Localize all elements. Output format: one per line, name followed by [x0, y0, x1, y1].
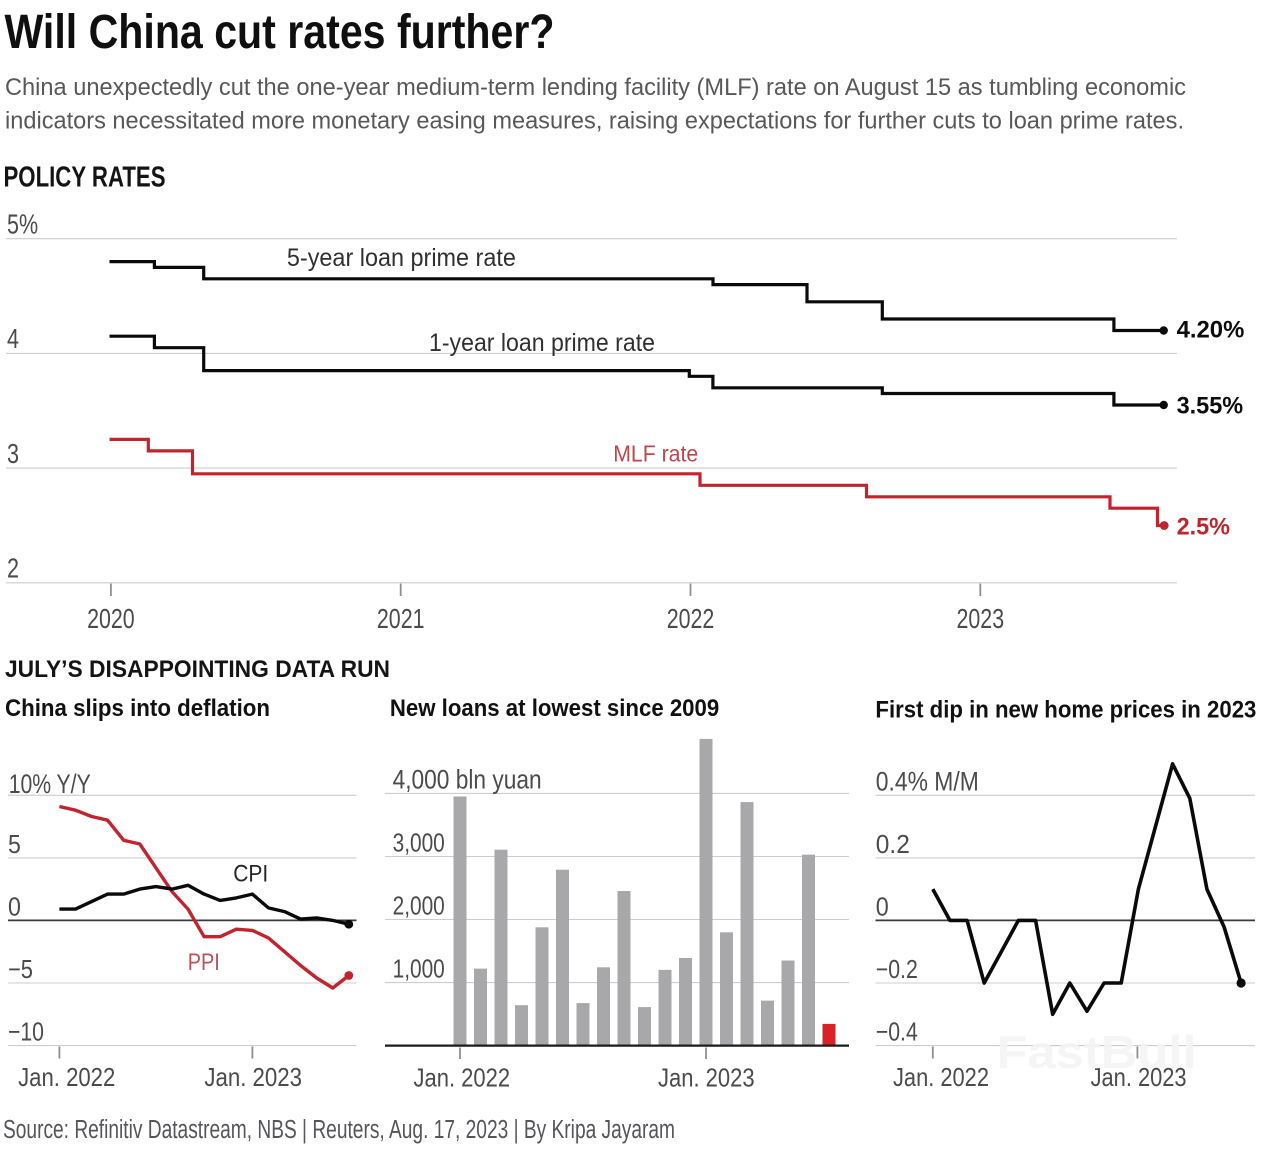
svg-text:−10: −10	[8, 1017, 44, 1047]
svg-text:2,000: 2,000	[393, 891, 445, 921]
svg-text:10% Y/Y: 10% Y/Y	[9, 769, 91, 799]
svg-text:4: 4	[7, 323, 19, 354]
svg-text:4.20%: 4.20%	[1177, 317, 1245, 344]
svg-text:5-year loan prime rate: 5-year loan prime rate	[287, 244, 516, 272]
svg-text:0.2: 0.2	[876, 829, 910, 859]
svg-text:FastBull: FastBull	[997, 1026, 1197, 1078]
svg-text:0: 0	[8, 891, 21, 921]
svg-text:FastBull: FastBull	[997, 1026, 1197, 1078]
svg-text:Will China cut rates further?: Will China cut rates further?	[5, 5, 555, 59]
svg-text:2020: 2020	[87, 603, 135, 634]
svg-text:Jan. 2022: Jan. 2022	[893, 1062, 989, 1092]
svg-text:PPI: PPI	[188, 950, 220, 976]
svg-text:Jan. 2023: Jan. 2023	[1091, 1062, 1187, 1092]
svg-text:1,000: 1,000	[393, 954, 445, 984]
svg-text:First dip in new home prices i: First dip in new home prices in 2023	[875, 697, 1256, 724]
svg-text:3.55%: 3.55%	[1177, 392, 1244, 419]
svg-text:China slips into deflation: China slips into deflation	[5, 695, 270, 722]
svg-text:2.5%: 2.5%	[1177, 513, 1231, 540]
svg-text:indicators necessitated more m: indicators necessitated more monetary ea…	[5, 107, 1184, 134]
svg-text:1-year loan prime rate: 1-year loan prime rate	[429, 329, 655, 357]
svg-text:3: 3	[7, 438, 19, 469]
svg-text:5%: 5%	[7, 209, 38, 240]
svg-text:−0.4: −0.4	[876, 1017, 918, 1047]
svg-text:0.4% M/M: 0.4% M/M	[876, 766, 979, 796]
svg-text:−0.2: −0.2	[876, 954, 918, 984]
svg-text:4,000 bln yuan: 4,000 bln yuan	[393, 764, 542, 794]
svg-text:Jan. 2023: Jan. 2023	[658, 1063, 755, 1093]
svg-text:China unexpectedly cut the one: China unexpectedly cut the one-year medi…	[5, 74, 1186, 101]
svg-text:Source: Refinitiv Datastream,: Source: Refinitiv Datastream, NBS | Reut…	[3, 1116, 675, 1144]
svg-text:5: 5	[8, 829, 21, 859]
svg-text:2: 2	[7, 553, 19, 584]
svg-text:CPI: CPI	[233, 862, 268, 888]
svg-text:Jan. 2022: Jan. 2022	[414, 1063, 511, 1093]
svg-text:Jan. 2023: Jan. 2023	[204, 1062, 302, 1092]
svg-text:2022: 2022	[667, 603, 715, 634]
svg-text:New loans at lowest since 2009: New loans at lowest since 2009	[390, 695, 719, 722]
svg-text:POLICY RATES: POLICY RATES	[4, 161, 166, 193]
svg-text:JULY’S DISAPPOINTING DATA RUN: JULY’S DISAPPOINTING DATA RUN	[5, 656, 390, 683]
svg-text:Jan. 2022: Jan. 2022	[18, 1062, 115, 1092]
svg-text:3,000: 3,000	[393, 828, 445, 858]
svg-text:0: 0	[876, 891, 889, 921]
svg-text:2021: 2021	[377, 603, 425, 634]
svg-text:2023: 2023	[957, 603, 1005, 634]
svg-text:−5: −5	[8, 954, 33, 984]
svg-text:MLF rate: MLF rate	[613, 440, 698, 466]
